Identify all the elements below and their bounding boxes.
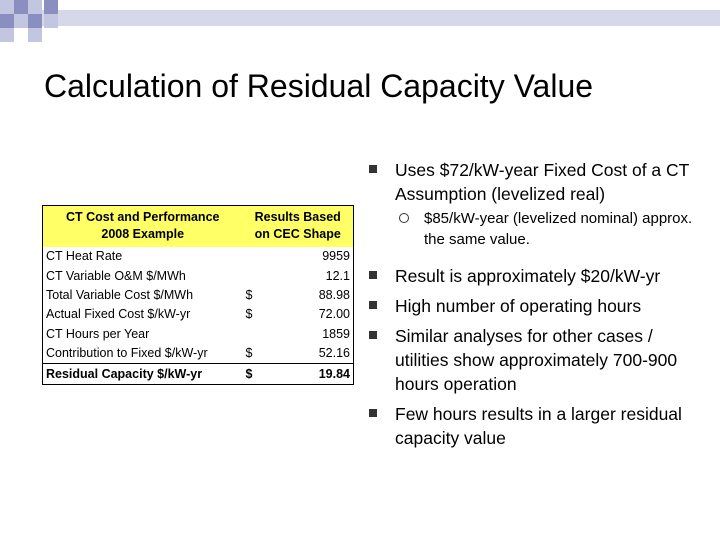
row-value: 88.98	[318, 287, 350, 302]
table-row: Total Variable Cost $/MWh $ 88.98	[43, 286, 354, 305]
bullet-item: Similar analyses for other cases / utili…	[366, 324, 711, 396]
row-value: 12.1	[325, 268, 350, 283]
row-label: CT Hours per Year	[46, 326, 150, 341]
row-currency	[242, 266, 268, 285]
sub-bullet-item: $85/kW-year (levelized nominal) approx. …	[366, 208, 711, 250]
row-value: 1859	[322, 326, 350, 341]
bullet-item: Uses $72/kW-year Fixed Cost of a CT Assu…	[366, 158, 711, 206]
table-header-col1: CT Cost and Performance 2008 Example	[42, 205, 243, 247]
header-text: on CEC Shape	[254, 227, 341, 242]
table-row: Actual Fixed Cost $/kW-yr $ 72.00	[43, 305, 354, 324]
decorative-square	[0, 0, 14, 14]
bullet-item: Result is approximately $20/kW-yr	[366, 264, 711, 288]
row-label: CT Heat Rate	[46, 249, 123, 264]
row-label: Actual Fixed Cost $/kW-yr	[46, 307, 191, 322]
bullet-text: Few hours results in a larger residual c…	[395, 404, 682, 448]
decorative-square	[28, 28, 42, 42]
bullet-text: Similar analyses for other cases / utili…	[395, 326, 678, 394]
header-text: Results Based	[254, 210, 341, 225]
decorative-square	[14, 14, 28, 28]
sub-bullet-text: $85/kW-year (levelized nominal) approx. …	[424, 210, 693, 248]
decorative-square	[14, 0, 28, 14]
bullet-text: Uses $72/kW-year Fixed Cost of a CT Assu…	[395, 160, 690, 204]
slide-title: Calculation of Residual Capacity Value	[44, 68, 594, 104]
row-label: CT Variable O&M $/MWh	[46, 268, 186, 283]
decorative-square	[28, 0, 42, 14]
table-total-row: Residual Capacity $/kW-yr $ 19.84	[42, 363, 354, 385]
table-row: CT Variable O&M $/MWh 12.1	[43, 266, 354, 285]
square-bullet-icon	[369, 301, 377, 309]
square-bullet-icon	[369, 409, 377, 417]
square-bullet-icon	[369, 331, 377, 339]
row-currency: $	[245, 346, 253, 361]
decorative-square	[28, 14, 42, 28]
square-bullet-icon	[369, 165, 377, 173]
decorative-header-pattern	[0, 0, 720, 48]
total-currency: $	[242, 363, 269, 385]
row-currency: $	[245, 287, 253, 302]
bullet-item: Few hours results in a larger residual c…	[366, 402, 711, 450]
table-row: CT Hours per Year 1859	[43, 325, 354, 344]
decorative-square	[0, 14, 14, 28]
total-label: Residual Capacity $/kW-yr	[42, 363, 243, 385]
decorative-square	[44, 0, 58, 14]
bullet-list: Uses $72/kW-year Fixed Cost of a CT Assu…	[366, 158, 711, 456]
table-row: CT Heat Rate 9959	[43, 247, 354, 266]
bullet-text: High number of operating hours	[395, 296, 642, 316]
bullet-item: High number of operating hours	[366, 294, 711, 318]
row-label: Total Variable Cost $/MWh	[46, 287, 194, 302]
row-currency: $	[245, 307, 253, 322]
table-row: Contribution to Fixed $/kW-yr $ 52.16	[43, 344, 354, 364]
decorative-square	[0, 28, 14, 42]
row-value: 9959	[322, 249, 350, 264]
total-value: 19.84	[268, 363, 354, 385]
table-header-row: CT Cost and Performance 2008 Example Res…	[42, 205, 354, 247]
circle-bullet-icon	[399, 213, 409, 223]
row-label: Contribution to Fixed $/kW-yr	[46, 346, 208, 361]
table-header-col2: Results Based on CEC Shape	[242, 205, 354, 247]
square-bullet-icon	[369, 271, 377, 279]
row-currency	[242, 325, 268, 344]
decorative-square	[44, 14, 58, 28]
decorative-band	[40, 10, 720, 26]
row-currency	[242, 247, 268, 266]
bullet-text: Result is approximately $20/kW-yr	[395, 266, 661, 286]
row-value: 72.00	[318, 307, 350, 322]
cost-table: CT Cost and Performance 2008 Example Res…	[42, 205, 354, 385]
row-value: 52.16	[318, 346, 350, 361]
header-text: 2008 Example	[101, 227, 185, 242]
header-text: CT Cost and Performance	[65, 210, 220, 225]
